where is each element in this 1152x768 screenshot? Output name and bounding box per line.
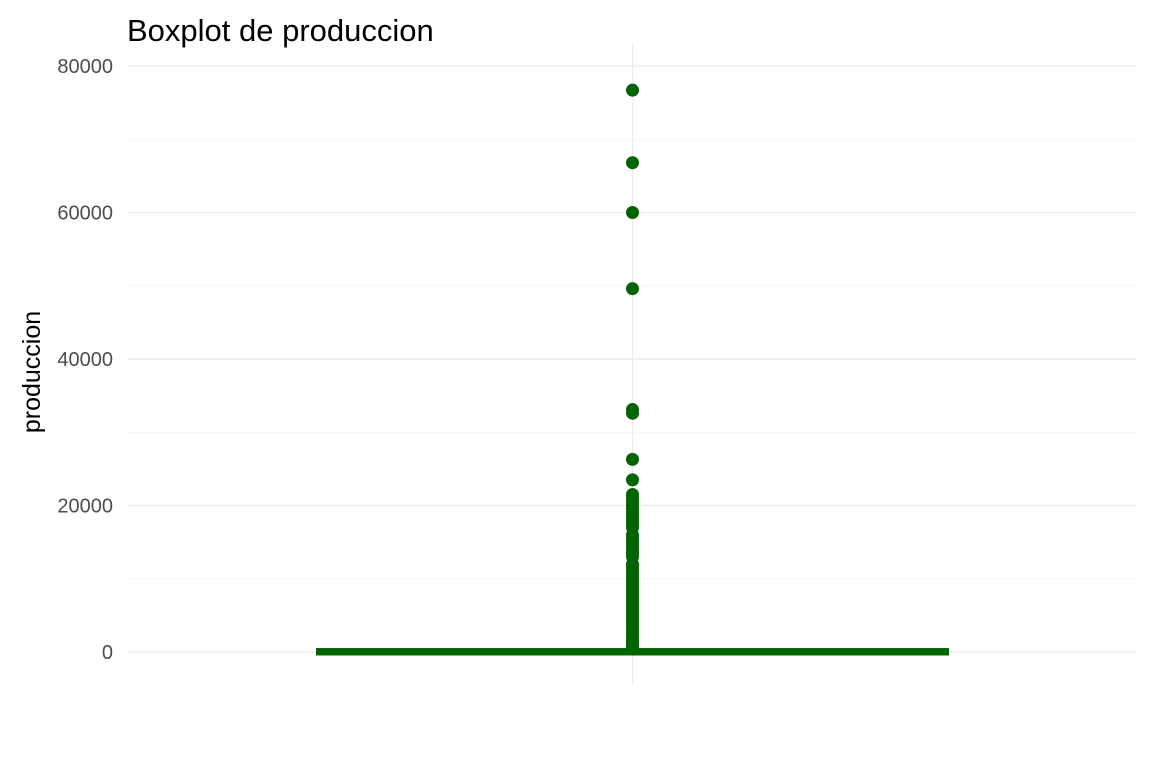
outlier-point	[626, 642, 639, 656]
outlier-point	[626, 473, 639, 487]
outlier-point	[626, 406, 639, 420]
y-tick-label: 0	[102, 642, 113, 664]
y-tick-label: 40000	[57, 349, 113, 371]
y-tick-labels: 0 20000 40000 60000 80000	[57, 56, 113, 664]
y-axis-label: produccion	[18, 311, 46, 433]
y-tick-label: 80000	[57, 56, 113, 78]
outlier-point	[626, 83, 639, 97]
outlier-points	[626, 83, 639, 656]
outlier-point	[626, 156, 639, 170]
y-tick-label: 60000	[57, 203, 113, 225]
outlier-point	[626, 282, 639, 296]
y-tick-label: 20000	[57, 496, 113, 518]
outlier-point	[626, 206, 639, 219]
outlier-point	[626, 452, 639, 466]
chart-title: Boxplot de produccion	[127, 13, 434, 48]
